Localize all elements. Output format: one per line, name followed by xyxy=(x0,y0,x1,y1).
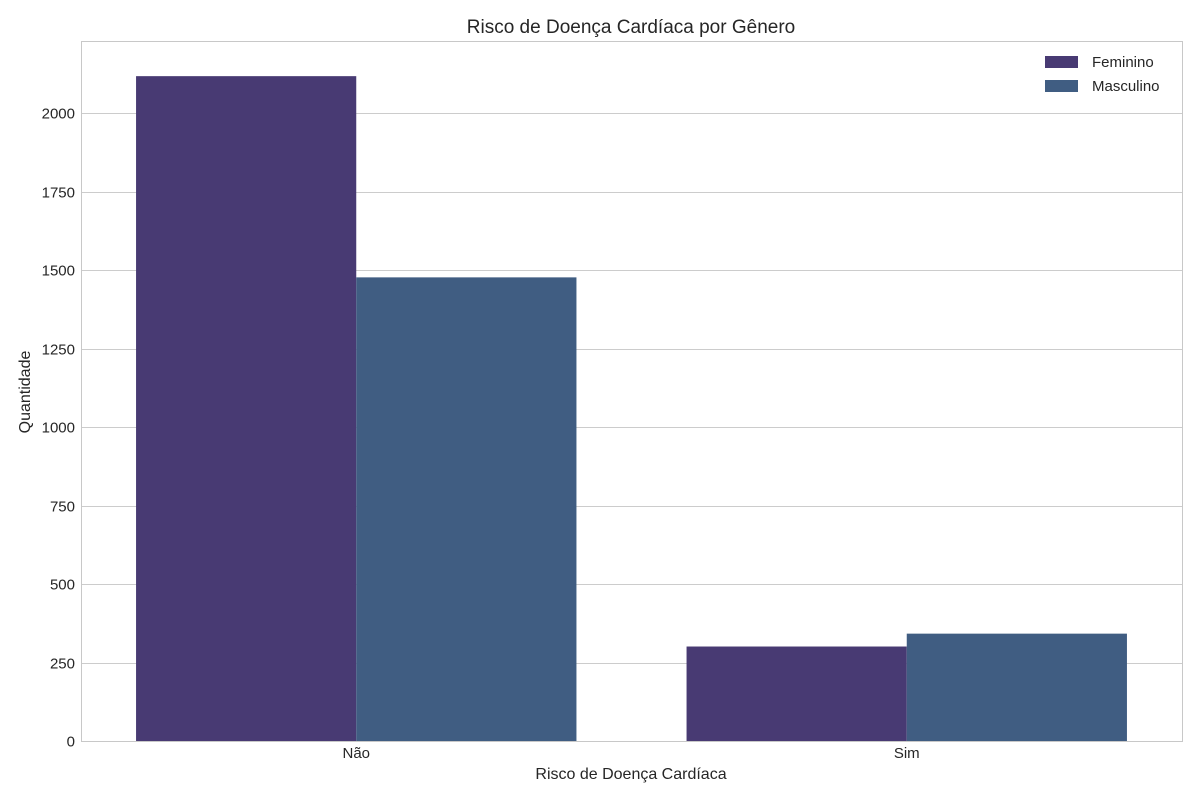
y-tick-label: 0 xyxy=(67,734,75,751)
y-tick-label: 1250 xyxy=(42,342,75,359)
bars xyxy=(136,76,1127,741)
bar-feminino-2 xyxy=(686,646,907,741)
bar-masculino-2 xyxy=(906,633,1127,741)
y-axis-title: Quantidade xyxy=(17,351,34,434)
chart-title: Risco de Doença Cardíaca por Gênero xyxy=(467,17,795,38)
y-tick-label: 1000 xyxy=(42,420,75,437)
y-tick-label: 1750 xyxy=(42,185,75,202)
x-axis-title: Risco de Doença Cardíaca xyxy=(535,766,726,783)
y-tick-label: 1500 xyxy=(42,263,75,280)
legend-label: Feminino xyxy=(1092,54,1154,71)
x-tick-labels: Não Sim xyxy=(342,745,919,762)
plot-frame xyxy=(81,41,1183,742)
y-tick-label: 250 xyxy=(50,656,75,673)
legend-swatch xyxy=(1045,56,1078,68)
y-tick-labels: 0 250 500 750 1000 1250 1500 1750 2000 xyxy=(42,106,75,751)
legend-swatch xyxy=(1045,80,1078,92)
legend-label: Masculino xyxy=(1092,78,1160,95)
y-tick-label: 750 xyxy=(50,499,75,516)
bar-masculino-1 xyxy=(356,277,577,741)
legend: Feminino Masculino xyxy=(1045,54,1160,95)
x-tick-label: Sim xyxy=(894,745,920,762)
y-tick-label: 500 xyxy=(50,577,75,594)
x-tick-label: Não xyxy=(342,745,370,762)
bar-feminino-1 xyxy=(136,76,357,741)
y-tick-label: 2000 xyxy=(42,106,75,123)
